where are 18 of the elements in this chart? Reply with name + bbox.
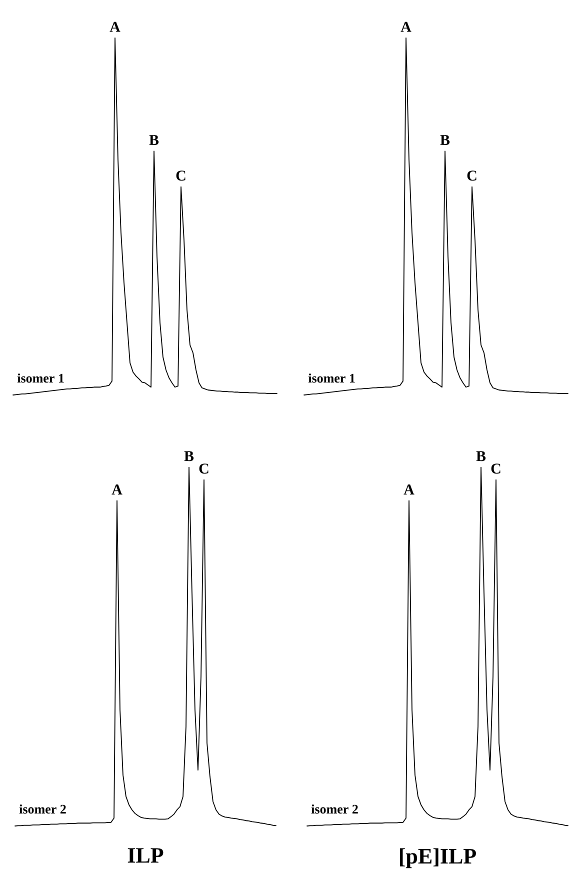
annotation: C [467,170,476,181]
annotation: A [110,22,120,32]
annotation: B [184,451,194,462]
annotation: B [440,135,450,145]
annotation: isomer 1 [17,373,64,383]
x-axis-title: ILP [128,848,164,863]
annotation: B [149,135,159,145]
annotation: isomer 2 [19,804,66,814]
annotation: A [112,484,122,494]
annotation: B [476,451,486,462]
annotation: C [199,464,208,474]
annotation: C [491,464,500,474]
annotation: C [176,170,186,181]
annotation: A [400,22,412,32]
annotation: isomer 1 [308,373,355,383]
x-axis-title: [pE]ILP [400,848,476,868]
annotation: isomer 2 [311,804,358,814]
annotation: A [404,484,414,494]
